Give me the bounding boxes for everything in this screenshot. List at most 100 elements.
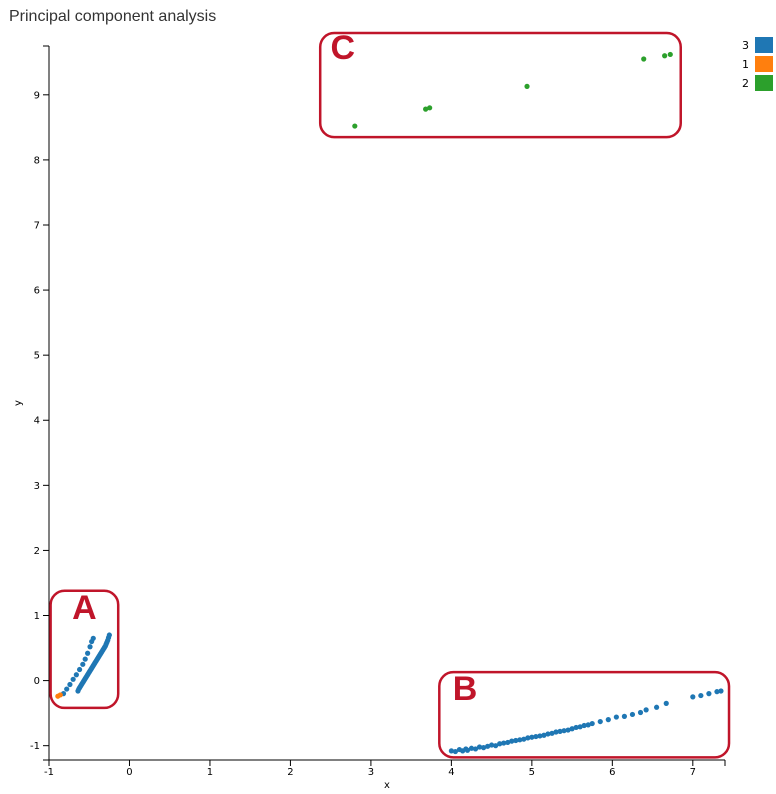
data-point xyxy=(484,743,491,749)
x-tick-label: 4 xyxy=(448,767,454,778)
y-tick-label: 6 xyxy=(34,286,40,297)
data-point xyxy=(427,105,433,111)
x-tick-label: 3 xyxy=(368,767,374,778)
legend-swatch xyxy=(755,75,773,91)
data-point xyxy=(489,742,495,748)
x-axis-label: x xyxy=(384,780,390,791)
y-tick-label: -1 xyxy=(30,741,40,752)
data-point xyxy=(423,106,429,112)
data-point xyxy=(525,735,531,741)
data-point xyxy=(73,672,79,678)
annotation-label-c: C xyxy=(330,29,355,67)
series-1 xyxy=(55,692,63,699)
x-tick-label: 0 xyxy=(126,767,132,778)
data-point xyxy=(537,733,543,739)
data-point xyxy=(643,707,649,713)
data-point xyxy=(452,748,459,755)
annotation-label-b: B xyxy=(453,670,478,708)
data-point xyxy=(513,737,519,744)
data-point xyxy=(468,745,475,751)
data-point xyxy=(565,727,571,733)
data-point xyxy=(545,731,551,737)
annotations: A B C xyxy=(49,29,731,759)
x-tick-label: 5 xyxy=(529,767,535,778)
y-tick-label: 7 xyxy=(34,220,40,231)
annotation-box-a xyxy=(49,589,120,710)
data-point xyxy=(352,123,358,129)
data-point xyxy=(501,740,507,746)
data-point xyxy=(577,724,583,730)
data-point xyxy=(533,733,539,740)
data-point xyxy=(80,661,86,667)
data-point xyxy=(493,743,499,749)
data-point xyxy=(557,728,563,734)
data-point xyxy=(67,681,73,688)
data-point xyxy=(76,666,83,673)
data-point xyxy=(57,692,63,698)
data-point xyxy=(472,746,479,752)
y-tick-label: 4 xyxy=(34,416,40,427)
data-point xyxy=(581,722,587,729)
data-point xyxy=(553,729,559,735)
x-tick-label: 7 xyxy=(690,767,696,778)
data-point xyxy=(106,632,112,638)
x-tick-label: 2 xyxy=(287,767,293,778)
data-point xyxy=(87,644,93,650)
y-tick-label: 8 xyxy=(34,155,40,166)
y-tick-label: 1 xyxy=(34,611,40,622)
data-point xyxy=(549,730,555,736)
data-point xyxy=(497,741,503,747)
legend-swatch xyxy=(755,37,773,53)
y-tick-label: 9 xyxy=(34,90,40,101)
annotation-box-c xyxy=(318,31,682,139)
data-point xyxy=(524,83,530,89)
data-point xyxy=(90,635,96,641)
data-point xyxy=(629,711,636,718)
data-point xyxy=(561,728,567,734)
data-point xyxy=(718,688,724,694)
annotation-box-b xyxy=(438,670,731,759)
data-point xyxy=(505,739,511,746)
data-point xyxy=(637,709,644,716)
data-point xyxy=(573,724,579,731)
data-point xyxy=(621,713,628,719)
annotation-label-a: A xyxy=(72,589,97,627)
data-point xyxy=(662,53,668,59)
data-point xyxy=(663,700,669,706)
legend-label: 1 xyxy=(742,58,749,71)
data-point xyxy=(448,748,454,754)
legend-swatch xyxy=(755,56,773,72)
y-tick-label: 2 xyxy=(34,546,40,557)
data-point xyxy=(653,704,660,710)
data-point xyxy=(517,737,523,743)
data-point xyxy=(605,717,611,723)
data-point xyxy=(706,691,712,697)
series-3 xyxy=(60,632,724,755)
data-point xyxy=(667,51,673,58)
data-point xyxy=(714,689,720,695)
data-point xyxy=(529,734,535,740)
data-point xyxy=(585,722,591,728)
data-point xyxy=(64,686,70,692)
data-point xyxy=(480,745,487,751)
y-tick-label: 5 xyxy=(34,351,40,362)
legend-label: 2 xyxy=(742,77,749,90)
legend-label: 3 xyxy=(742,39,749,52)
x-tick-label: -1 xyxy=(44,767,54,778)
data-point xyxy=(641,56,647,62)
data-point xyxy=(509,738,515,744)
data-point xyxy=(597,718,603,725)
axes: -1 0 1 2 3 4 5 6 7 8 9 -1 0 1 2 3 4 5 6 7 x y xyxy=(13,45,726,791)
data-point xyxy=(82,656,88,662)
y-tick-label: 0 xyxy=(34,676,40,687)
data-point xyxy=(698,692,704,699)
data-point xyxy=(70,676,76,682)
data-point xyxy=(464,747,471,753)
data-point xyxy=(569,726,575,732)
data-point xyxy=(541,732,547,738)
legend: 3 1 2 xyxy=(742,37,773,91)
data-point xyxy=(690,694,696,700)
data-point xyxy=(613,714,619,720)
data-point xyxy=(521,736,527,742)
chart-title: Principal component analysis xyxy=(9,8,217,25)
